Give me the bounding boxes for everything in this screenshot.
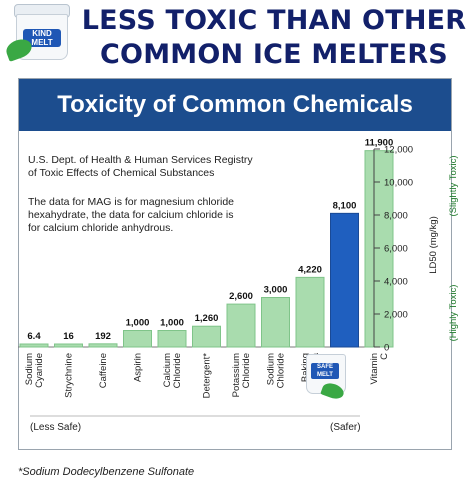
bar-value-label-7: 3,000 — [264, 285, 288, 296]
category-label-3: Aspirin — [133, 353, 144, 382]
bar-7 — [261, 297, 290, 348]
category-label-8-0: Baking — [300, 353, 311, 382]
bar-value-label-8: 4,220 — [298, 264, 322, 275]
bar-value-label-10: 11,900 — [365, 138, 394, 149]
category-label-4-0: Calcium — [162, 353, 173, 387]
category-label-7-1: Chloride — [276, 353, 287, 388]
source-note-line-1: U.S. Dept. of Health & Human Services Re… — [28, 154, 253, 166]
y-tick-label-4: 8,000 — [384, 211, 408, 222]
bar-value-label-4: 1,000 — [160, 318, 184, 329]
bar-value-label-5: 1,260 — [195, 313, 219, 324]
bar-2 — [88, 343, 118, 348]
y-tick-label-2: 4,000 — [384, 277, 408, 288]
source-note: U.S. Dept. of Health & Human Services Re… — [28, 154, 258, 180]
category-label-0-1: Cyanide — [34, 353, 45, 388]
headline: LESS TOXIC THAN OTHER COMMON ICE MELTERS — [80, 4, 468, 72]
bar-3 — [123, 330, 152, 348]
source-note-line-2: of Toxic Effects of Chemical Substances — [28, 167, 215, 179]
y-tick-label-5: 10,000 — [384, 178, 413, 189]
bar-value-label-2: 192 — [95, 331, 111, 342]
category-label-1: Strychnine — [64, 353, 75, 398]
product-logo: KIND MELT — [23, 29, 61, 47]
data-note-line-3: for calcium chloride anhydrous. — [28, 222, 174, 234]
y-tick-label-0: 0 — [384, 343, 389, 354]
data-note: The data for MAG is for magnesium chlori… — [28, 196, 258, 235]
bar-value-label-1: 16 — [63, 331, 74, 342]
bar-5 — [192, 325, 221, 348]
bar-value-label-9: 8,100 — [333, 200, 357, 211]
product-image: KIND MELT — [3, 4, 74, 62]
safer-label: (Safer) — [330, 422, 361, 433]
panel-title: Toxicity of Common Chemicals — [19, 79, 451, 131]
data-note-line-2: hexahydrate, the data for calcium chlori… — [28, 209, 234, 221]
y-tick-label-1: 2,000 — [384, 310, 408, 321]
bar-1 — [54, 343, 83, 348]
bar-value-label-6: 2,600 — [229, 291, 253, 302]
bar-6 — [226, 303, 256, 348]
bar-9 — [330, 212, 359, 348]
headline-line-2: COMMON ICE MELTERS — [100, 39, 448, 70]
bar-value-label-0: 6.4 — [27, 331, 41, 342]
bar-value-label-3: 1,000 — [126, 318, 150, 329]
highly-toxic-label: (Highly Toxic) — [448, 285, 459, 342]
data-note-line-1: The data for MAG is for magnesium chlori… — [28, 196, 235, 208]
headline-line-1: LESS TOXIC THAN OTHER — [81, 5, 467, 36]
product-logo-small: SAFE MELT — [311, 363, 339, 379]
category-label-4-1: Chloride — [172, 353, 183, 388]
less-safe-label: (Less Safe) — [30, 422, 82, 433]
bar-4 — [157, 330, 187, 348]
product-image-small: SAFE MELT — [302, 352, 348, 404]
category-label-2: Caffeine — [98, 353, 109, 388]
category-label-6-1: Chloride — [241, 353, 252, 388]
category-label-5: Detergent* — [202, 353, 213, 399]
category-label-10-1: C — [379, 353, 390, 360]
category-label-0-0: Sodium — [24, 353, 35, 385]
footnote: *Sodium Dodecylbenzene Sulfonate — [18, 466, 195, 478]
slightly-toxic-label: (Slightly Toxic) — [448, 155, 459, 216]
y-tick-label-3: 6,000 — [384, 244, 408, 255]
bar-8 — [295, 276, 325, 348]
y-tick-label-6: 12,000 — [384, 145, 413, 156]
bar-0 — [19, 343, 49, 348]
y-axis-title: LD50 (mg/kg) — [428, 216, 439, 274]
category-label-7-0: Sodium — [266, 353, 277, 385]
category-label-6-0: Potassium — [231, 353, 242, 397]
category-label-10-0: Vitamin — [369, 353, 380, 385]
